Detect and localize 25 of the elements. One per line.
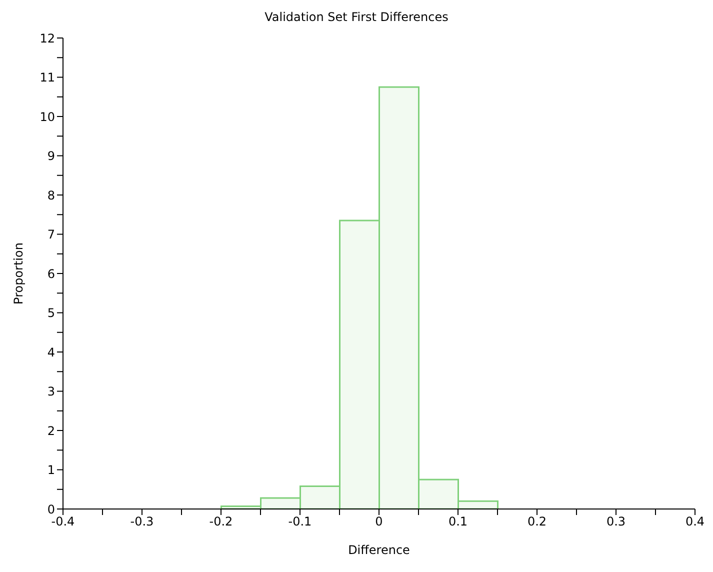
y-tick-label: 10 (40, 110, 55, 124)
y-tick-label: 4 (47, 345, 55, 360)
y-tick-label: 7 (47, 228, 55, 242)
y-tick-label: 6 (47, 266, 55, 281)
chart-title: Validation Set First Differences (264, 10, 450, 24)
x-tick-label: -0.3 (130, 514, 154, 529)
x-tick-label: 0 (375, 514, 383, 529)
y-tick-label: 1 (47, 463, 55, 478)
x-tick-label: -0.1 (288, 514, 312, 529)
y-axis-title: Proportion (11, 242, 26, 304)
x-tick-label: 0.3 (606, 514, 626, 529)
y-tick-label: 8 (47, 188, 55, 202)
x-tick-label: 0.4 (685, 514, 705, 529)
y-tick-label: 12 (40, 31, 55, 46)
y-tick-label: 9 (47, 149, 55, 164)
y-tick-label: 0 (47, 502, 55, 516)
y-tick-label: 3 (47, 384, 55, 399)
x-tick-label: -0.2 (209, 514, 233, 529)
x-axis-title: Difference (348, 543, 410, 557)
x-tick-label: -0.4 (51, 514, 75, 529)
x-tick-label: 0.2 (527, 514, 547, 529)
y-tick-label: 5 (47, 306, 55, 320)
y-tick-label: 2 (47, 424, 55, 438)
y-tick-label: 11 (40, 70, 55, 85)
x-tick-label: 0.1 (448, 514, 468, 529)
